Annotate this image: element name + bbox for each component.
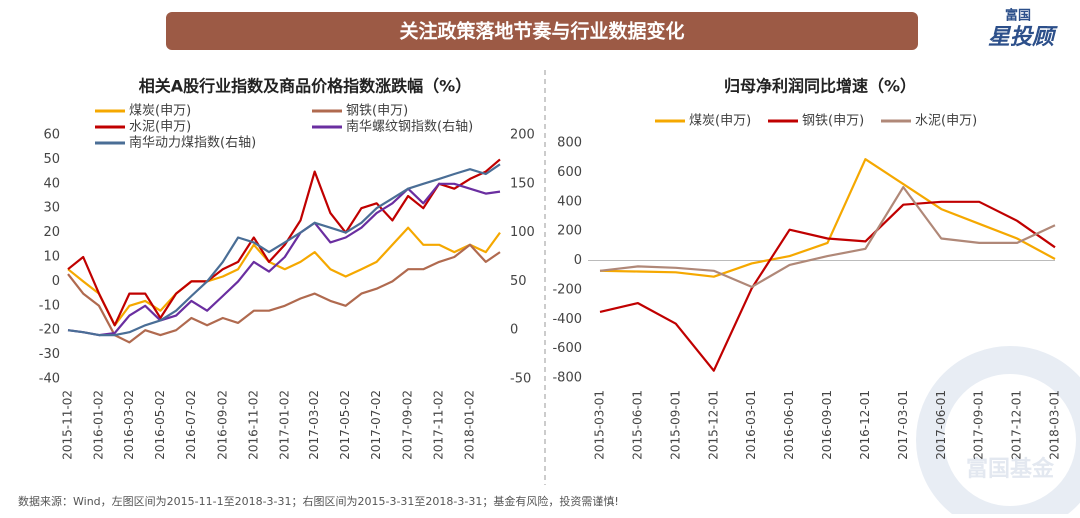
y-tick-label: -200 bbox=[552, 282, 582, 297]
legend-label: 钢铁(申万) bbox=[802, 114, 864, 129]
x-tick-label: 2015-11-02 bbox=[61, 390, 75, 460]
series-line bbox=[599, 158, 1056, 278]
legend-label: 钢铁(申万) bbox=[346, 104, 408, 119]
x-tick-label: 2016-03-02 bbox=[122, 390, 136, 460]
y2-tick-label: 0 bbox=[510, 323, 518, 338]
y-tick-label: -10 bbox=[39, 298, 60, 313]
banner bbox=[166, 12, 918, 50]
watermark-ring bbox=[916, 346, 1080, 518]
x-tick-label: 2017-06-01 bbox=[934, 390, 948, 460]
x-tick-label: 2015-03-01 bbox=[593, 390, 607, 460]
y-tick-label: 20 bbox=[43, 225, 60, 240]
y2-tick-label: 100 bbox=[510, 225, 535, 240]
x-tick-label: 2016-09-01 bbox=[820, 390, 834, 460]
y-tick-label: 50 bbox=[43, 152, 60, 167]
x-tick-label: 2017-03-01 bbox=[896, 390, 910, 460]
series-line bbox=[67, 182, 501, 337]
legend-label: 煤炭(申万) bbox=[689, 114, 751, 129]
x-tick-label: 2016-12-01 bbox=[858, 390, 872, 460]
x-tick-label: 2017-01-02 bbox=[277, 390, 291, 460]
x-tick-label: 2017-09-02 bbox=[401, 390, 415, 460]
footer-source: 数据来源：Wind，左图区间为2015-11-1至2018-3-31；右图区间为… bbox=[18, 494, 619, 508]
y2-tick-label: 200 bbox=[510, 128, 535, 143]
x-tick-label: 2016-09-02 bbox=[215, 390, 229, 460]
logo-top: 富国 bbox=[1005, 8, 1031, 24]
x-tick-label: 2017-03-02 bbox=[307, 390, 321, 460]
y-tick-label: 40 bbox=[43, 176, 60, 191]
y-tick-label: -600 bbox=[552, 341, 582, 356]
y2-tick-label: -50 bbox=[510, 372, 531, 387]
x-tick-label: 2018-03-01 bbox=[1048, 390, 1062, 460]
left-title: 相关A股行业指数及商品价格指数涨跌幅（%） bbox=[139, 77, 471, 96]
x-tick-label: 2016-05-02 bbox=[153, 390, 167, 460]
series-line bbox=[599, 186, 1056, 288]
y-tick-label: 800 bbox=[557, 136, 582, 151]
y-tick-label: 400 bbox=[557, 194, 582, 209]
right-title: 归母净利润同比增速（%） bbox=[724, 77, 916, 96]
x-tick-label: 2016-03-01 bbox=[744, 390, 758, 460]
y-tick-label: -800 bbox=[552, 371, 582, 386]
x-tick-label: 2015-09-01 bbox=[668, 390, 682, 460]
y-tick-label: 30 bbox=[43, 201, 60, 216]
x-tick-label: 2016-01-02 bbox=[91, 390, 105, 460]
x-tick-label: 2015-06-01 bbox=[630, 390, 644, 460]
x-tick-label: 2015-12-01 bbox=[706, 390, 720, 460]
x-tick-label: 2017-07-02 bbox=[369, 390, 383, 460]
y-tick-label: -20 bbox=[39, 323, 60, 338]
x-tick-label: 2016-07-02 bbox=[184, 390, 198, 460]
y-tick-label: 0 bbox=[52, 274, 60, 289]
legend-label: 南华螺纹钢指数(右轴) bbox=[346, 119, 473, 135]
series-line bbox=[67, 243, 501, 344]
legend-label: 南华动力煤指数(右轴) bbox=[129, 135, 256, 151]
watermark: 富国基金 bbox=[966, 456, 1055, 482]
x-tick-label: 2016-11-02 bbox=[246, 390, 260, 460]
y-tick-label: -40 bbox=[39, 372, 60, 387]
x-tick-label: 2017-05-02 bbox=[338, 390, 352, 460]
series-line bbox=[67, 158, 501, 327]
x-tick-label: 2017-09-01 bbox=[972, 390, 986, 460]
series-line bbox=[67, 163, 501, 337]
x-tick-label: 2017-11-02 bbox=[432, 390, 446, 460]
logo-main: 星投顾 bbox=[988, 25, 1058, 50]
x-tick-label: 2017-12-01 bbox=[1010, 390, 1024, 460]
banner-title: 关注政策落地节奏与行业数据变化 bbox=[399, 20, 684, 43]
series-line bbox=[599, 200, 1056, 372]
y-tick-label: 10 bbox=[43, 250, 60, 265]
y2-tick-label: 50 bbox=[510, 274, 527, 289]
y-tick-label: 600 bbox=[557, 165, 582, 180]
x-tick-label: 2016-06-01 bbox=[782, 390, 796, 460]
y-tick-label: 60 bbox=[43, 128, 60, 143]
y-tick-label: -400 bbox=[552, 312, 582, 327]
y2-tick-label: 150 bbox=[510, 176, 535, 191]
x-tick-label: 2018-01-02 bbox=[463, 390, 477, 460]
legend-label: 水泥(申万) bbox=[915, 114, 977, 129]
legend-label: 水泥(申万) bbox=[129, 120, 191, 135]
y-tick-label: 0 bbox=[574, 253, 582, 268]
y-tick-label: 200 bbox=[557, 224, 582, 239]
legend-label: 煤炭(申万) bbox=[129, 104, 191, 119]
series-line bbox=[67, 226, 501, 327]
y-tick-label: -30 bbox=[39, 347, 60, 362]
